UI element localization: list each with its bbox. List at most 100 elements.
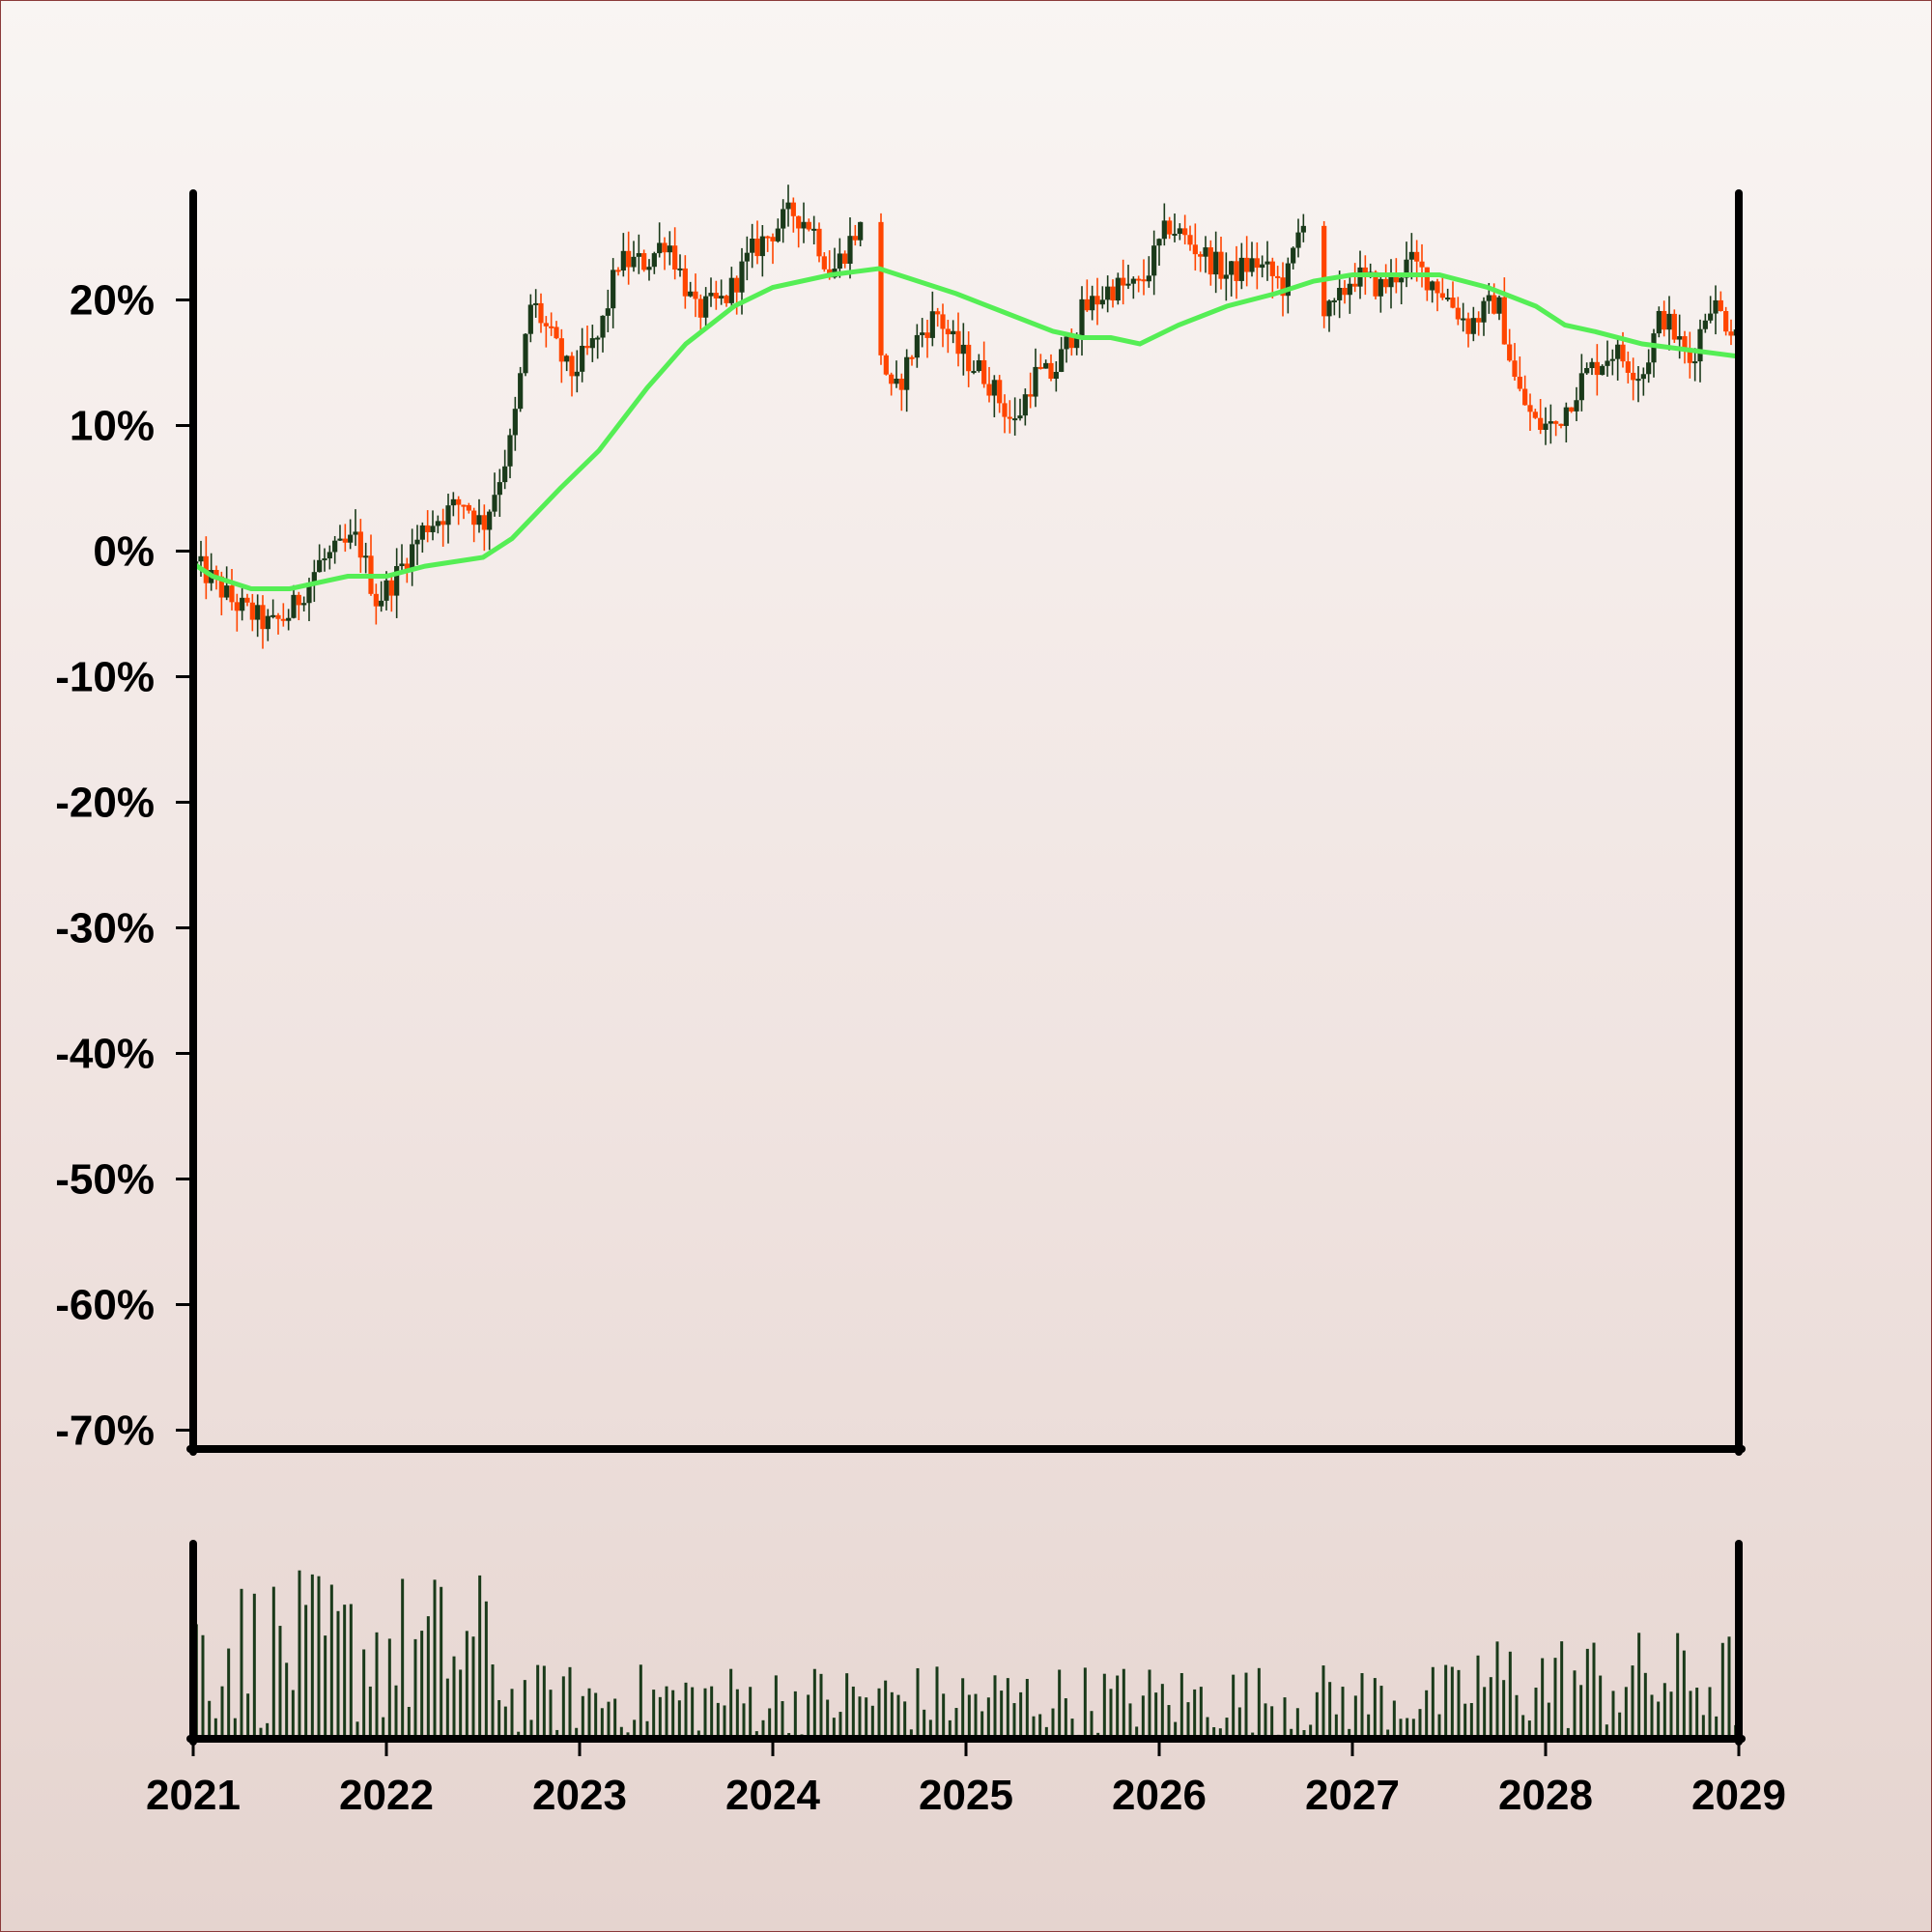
candle-body — [1548, 421, 1553, 424]
volume-bar — [716, 1702, 720, 1739]
volume-bar — [865, 1697, 868, 1739]
candle-body — [1486, 295, 1492, 301]
volume-bar — [1502, 1680, 1506, 1739]
volume-bar — [684, 1682, 688, 1739]
y-tick-label: -10% — [55, 654, 155, 701]
volume-bar — [246, 1693, 250, 1739]
candle-body — [1640, 374, 1646, 380]
candle-body — [966, 344, 972, 372]
candle-body — [1404, 259, 1409, 278]
volume-bar — [1720, 1642, 1724, 1739]
volume-bar — [942, 1693, 946, 1739]
candle-body — [1167, 220, 1173, 235]
candle-body — [914, 334, 920, 358]
volume-bar — [1109, 1689, 1113, 1739]
candle-body — [1352, 283, 1358, 287]
volume-bar — [703, 1688, 707, 1739]
y-tick-label: -20% — [55, 780, 155, 827]
volume-bar — [1676, 1633, 1680, 1739]
volume-bar — [639, 1664, 642, 1739]
volume-bar — [691, 1687, 695, 1739]
volume-bar — [510, 1689, 514, 1739]
volume-bar — [1689, 1690, 1692, 1739]
volume-bar — [459, 1669, 463, 1739]
candle-body — [754, 239, 760, 257]
candle-body — [527, 304, 533, 334]
candle-body — [1615, 344, 1621, 359]
volume-bar — [1064, 1698, 1067, 1739]
candle-body — [636, 253, 641, 257]
volume-bar — [575, 1727, 579, 1739]
candle-body — [1682, 336, 1688, 349]
candle-body — [1053, 371, 1059, 380]
candle-body — [626, 250, 632, 268]
candle-body — [1074, 335, 1080, 349]
volume-bar — [1141, 1695, 1145, 1739]
candle-body — [435, 521, 440, 526]
volume-bar — [220, 1686, 224, 1739]
candle-body — [1574, 400, 1579, 412]
candle-body — [584, 345, 590, 349]
candle-body — [476, 515, 482, 526]
volume-bar — [1083, 1667, 1087, 1739]
y-tick-label: -40% — [55, 1031, 155, 1078]
volume-bar — [1566, 1727, 1570, 1739]
volume-bar — [568, 1666, 572, 1739]
volume-bar — [645, 1720, 649, 1739]
volume-bar — [1437, 1714, 1441, 1739]
candle-body — [1671, 313, 1677, 340]
candle-body — [240, 597, 245, 611]
volume-bar — [1463, 1703, 1467, 1739]
volume-bar — [1643, 1672, 1647, 1739]
volume-bar — [298, 1570, 301, 1739]
candle-body — [734, 277, 740, 293]
candle-body — [306, 582, 312, 604]
volume-bar — [445, 1678, 449, 1739]
volume-bar — [484, 1601, 488, 1739]
volume-bar — [233, 1718, 237, 1739]
x-tick-label: 2021 — [146, 1772, 241, 1819]
volume-bar — [1038, 1714, 1042, 1739]
candle-body — [348, 534, 354, 543]
candle-body — [1723, 311, 1729, 332]
volume-bar — [749, 1687, 753, 1739]
volume-bar — [1032, 1716, 1036, 1739]
candle-body — [1631, 372, 1636, 381]
candle-body — [1146, 275, 1151, 282]
candle-body — [708, 293, 714, 297]
candle-body — [1172, 234, 1178, 237]
volume-bar — [1553, 1658, 1557, 1739]
candle-body — [1177, 228, 1182, 235]
candle-body — [322, 558, 327, 561]
volume-bar — [812, 1668, 816, 1739]
candle-body — [414, 539, 420, 545]
volume-bar — [619, 1726, 623, 1739]
volume-bar — [1167, 1705, 1171, 1739]
volume-bar — [240, 1588, 243, 1739]
candle-body — [332, 540, 338, 553]
volume-bar — [1392, 1700, 1396, 1739]
candle-body — [1569, 407, 1575, 412]
candle-body — [384, 580, 389, 601]
volume-bar — [336, 1610, 340, 1739]
candle-body — [1321, 225, 1327, 317]
volume-bar — [870, 1705, 874, 1739]
volume-bar — [909, 1729, 913, 1739]
candle-body — [1708, 313, 1714, 321]
volume-bar — [1264, 1703, 1267, 1739]
candle-body — [1059, 349, 1065, 372]
candle-body — [1430, 281, 1435, 291]
candle-body — [1331, 299, 1337, 302]
candle-body — [1254, 258, 1260, 269]
candle-body — [724, 296, 729, 303]
volume-bar — [1657, 1701, 1661, 1739]
candle-body — [1090, 296, 1095, 311]
candle-body — [580, 345, 585, 372]
volume-bar — [1637, 1633, 1641, 1739]
candle-body — [713, 293, 719, 298]
volume-bar — [471, 1636, 475, 1739]
volume-bar — [1212, 1726, 1216, 1739]
y-tick-label: 0% — [93, 528, 155, 576]
volume-bar — [433, 1579, 437, 1739]
volume-bar — [1232, 1674, 1236, 1739]
